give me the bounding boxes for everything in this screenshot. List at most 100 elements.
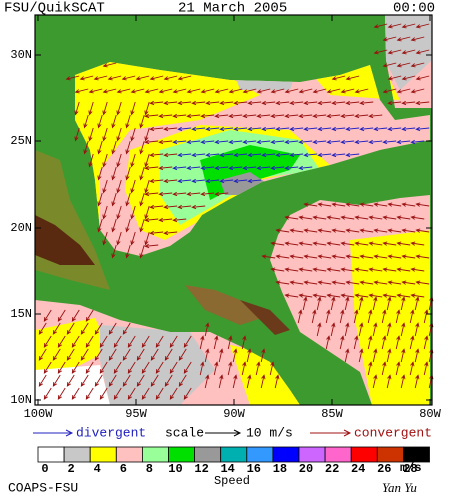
wind-arrow — [172, 139, 187, 145]
wind-arrow — [303, 100, 318, 106]
wind-arrow — [43, 335, 52, 348]
wind-arrow — [368, 215, 383, 220]
wind-arrow — [414, 296, 420, 311]
wind-arrow — [387, 280, 402, 285]
wind-arrow — [302, 296, 308, 311]
wind-arrow — [409, 335, 415, 350]
wind-arrow — [71, 309, 80, 322]
wind-arrow — [297, 309, 303, 324]
wind-arrow — [396, 62, 411, 68]
wind-arrow — [97, 166, 103, 181]
wind-arrow — [284, 267, 299, 272]
wind-arrow — [85, 335, 94, 348]
wind-arrow — [312, 88, 327, 94]
wind-arrow — [401, 254, 416, 259]
wind-arrow — [177, 152, 192, 158]
wind-arrow — [186, 113, 201, 119]
wind-arrow — [344, 322, 350, 337]
wind-arrow — [177, 204, 192, 210]
wind-arrow — [298, 113, 313, 119]
wind-arrow — [214, 88, 229, 94]
wind-arrow — [130, 101, 136, 116]
colorbar-label: 14 — [220, 462, 234, 476]
wind-arrow — [317, 280, 332, 285]
wind-arrow — [102, 231, 108, 246]
wind-arrow — [214, 191, 229, 197]
wind-arrow — [139, 140, 145, 155]
wind-arrow — [367, 335, 373, 350]
wind-arrow — [38, 374, 47, 387]
wind-arrow — [177, 75, 192, 81]
wind-arrow — [415, 100, 430, 106]
wind-arrow — [102, 179, 108, 194]
wind-arrow — [144, 113, 159, 119]
wind-arrow — [191, 178, 206, 184]
colorbar: 0 2 4 6 8 10 12 14 16 18 20 22 24 26 28m/s — [37, 446, 430, 476]
wind-arrow — [270, 88, 285, 94]
wind-arrow — [415, 75, 430, 81]
wind-arrow — [38, 322, 47, 335]
wind-arrow — [191, 126, 206, 132]
wind-arrow — [340, 293, 355, 298]
wind-arrow — [233, 126, 248, 132]
wind-arrow — [359, 228, 374, 233]
wind-arrow — [172, 113, 187, 119]
lon-label: 90W — [223, 407, 245, 421]
wind-arrow — [111, 244, 117, 259]
wind-arrow — [345, 126, 360, 132]
wind-arrow — [270, 113, 285, 119]
wind-arrow — [177, 100, 192, 106]
wind-arrow — [136, 348, 145, 361]
wind-arrow — [331, 75, 346, 81]
wind-arrow — [326, 293, 341, 298]
wind-arrow — [345, 100, 360, 106]
wind-arrow — [74, 127, 80, 142]
wind-arrow — [43, 309, 52, 322]
wind-arrow — [172, 217, 187, 223]
lat-label: 10N — [10, 393, 32, 407]
wind-arrow — [74, 101, 80, 116]
wind-arrow — [260, 348, 266, 363]
wind-arrow — [395, 335, 401, 350]
wind-arrow — [149, 152, 164, 158]
wind-arrow — [79, 75, 94, 81]
wind-arrow — [233, 152, 248, 158]
colorbar-swatch — [350, 446, 378, 463]
date: 21 March 2005 — [178, 1, 287, 17]
wind-arrow — [164, 348, 173, 361]
wind-arrow — [204, 322, 210, 337]
wind-arrow — [228, 113, 243, 119]
wind-arrow — [331, 202, 346, 207]
scale-label: scale — [165, 425, 204, 440]
wind-arrow — [247, 178, 262, 184]
wind-arrow — [186, 139, 201, 145]
wind-arrow — [261, 100, 276, 106]
colorbar-swatch — [272, 446, 300, 463]
wind-arrow — [233, 178, 248, 184]
wind-arrow — [317, 126, 332, 132]
wind-arrow — [331, 100, 346, 106]
colorbar-unit: m/s — [400, 461, 422, 475]
wind-arrow — [163, 75, 178, 81]
wind-arrow — [158, 139, 173, 145]
wind-arrow — [43, 387, 52, 400]
wind-arrow — [246, 348, 252, 363]
wind-arrow — [169, 335, 178, 348]
wind-arrow — [414, 322, 420, 337]
wind-arrow — [340, 139, 355, 145]
wind-arrow — [57, 387, 66, 400]
wind-arrow — [326, 267, 341, 272]
wind-arrow — [200, 139, 215, 145]
colorbar-label: 22 — [325, 462, 339, 476]
wind-arrow — [415, 254, 430, 259]
wind-arrow — [326, 215, 341, 220]
wind-arrow — [65, 75, 80, 81]
wind-arrow — [127, 361, 136, 374]
wind-arrow — [289, 100, 304, 106]
author: Yan Yu — [382, 480, 417, 495]
colorbar-swatch — [324, 446, 352, 463]
wind-arrow — [241, 361, 247, 376]
wind-arrow — [116, 153, 122, 168]
wind-arrow — [270, 139, 285, 145]
wind-arrow — [326, 113, 341, 119]
